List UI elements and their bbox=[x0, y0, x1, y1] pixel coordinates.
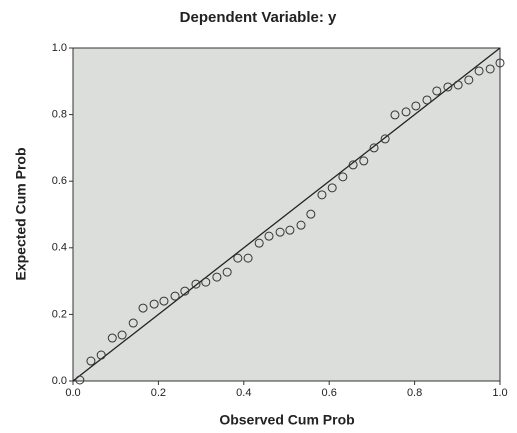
x-tick-label: 0.8 bbox=[407, 387, 422, 399]
x-tick-label: 0.6 bbox=[322, 387, 337, 399]
y-tick-label: 0.8 bbox=[52, 109, 67, 121]
y-tick-label: 0.0 bbox=[52, 375, 67, 387]
x-tick-label: 0.0 bbox=[65, 387, 80, 399]
x-tick-label: 1.0 bbox=[492, 387, 507, 399]
x-axis-title: Observed Cum Prob bbox=[219, 412, 354, 428]
y-tick-label: 0.4 bbox=[52, 242, 67, 254]
y-tick-label: 0.2 bbox=[52, 308, 67, 320]
x-tick-label: 0.2 bbox=[151, 387, 166, 399]
y-axis-title: Expected Cum Prob bbox=[13, 147, 29, 280]
x-tick-label: 0.4 bbox=[236, 387, 251, 399]
y-tick-label: 0.6 bbox=[52, 175, 67, 187]
chart: Dependent Variable: y Observed Cum Prob … bbox=[0, 0, 517, 433]
y-tick-label: 1.0 bbox=[52, 42, 67, 54]
chart-title: Dependent Variable: y bbox=[180, 9, 337, 26]
